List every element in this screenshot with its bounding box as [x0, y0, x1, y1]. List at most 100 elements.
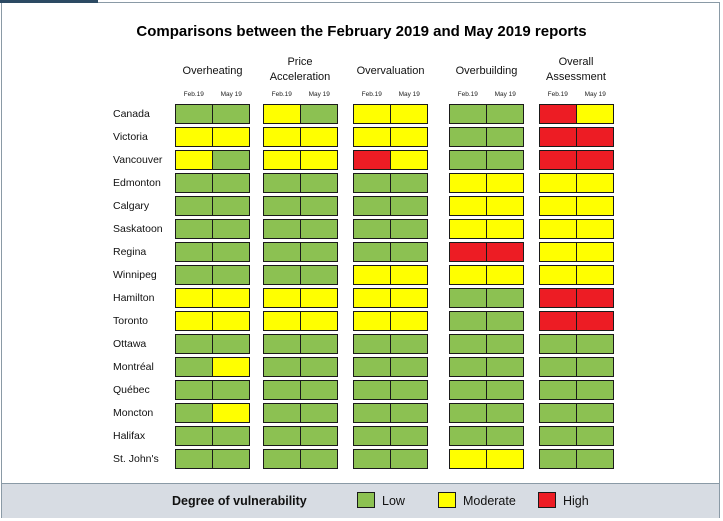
group-header-overvaluation: Overvaluation [356, 65, 425, 77]
rating-cell [263, 380, 301, 400]
row-label: St. John's [113, 453, 159, 465]
rating-cell [575, 357, 614, 377]
rating-cell [175, 104, 213, 124]
rating-cell [539, 104, 577, 124]
rating-cell [575, 311, 614, 331]
rating-cell [389, 173, 428, 193]
rating-cell [299, 334, 338, 354]
rating-cell [299, 449, 338, 469]
rating-cell [175, 357, 213, 377]
rating-cell [175, 265, 213, 285]
period-header-price_acceleration-0: Feb.19 [271, 91, 292, 98]
row-label: Toronto [113, 315, 149, 327]
period-header-overall_assessment-1: May 19 [584, 91, 606, 98]
row-label: Calgary [113, 200, 150, 212]
rating-cell [299, 403, 338, 423]
rating-cell [539, 380, 577, 400]
rating-cell [211, 219, 250, 239]
row-label: Moncton [113, 407, 154, 419]
rating-cell [299, 219, 338, 239]
period-header-overall_assessment-0: Feb.19 [547, 91, 568, 98]
rating-cell [389, 357, 428, 377]
rating-cell [575, 334, 614, 354]
rating-cell [299, 311, 338, 331]
rating-cell [353, 104, 391, 124]
rating-cell [263, 104, 301, 124]
rating-cell [539, 173, 577, 193]
rating-cell [449, 173, 487, 193]
rating-cell [539, 449, 577, 469]
rating-cell [353, 265, 391, 285]
rating-cell [175, 288, 213, 308]
rating-cell [353, 403, 391, 423]
rating-cell [485, 265, 524, 285]
rating-cell [299, 104, 338, 124]
rating-cell [485, 173, 524, 193]
row-label: Saskatoon [113, 223, 163, 235]
row-label: Victoria [113, 131, 148, 143]
rating-cell [263, 449, 301, 469]
legend-label-moderate: Moderate [463, 494, 516, 508]
rating-cell [263, 150, 301, 170]
rating-cell [485, 426, 524, 446]
rating-cell [299, 380, 338, 400]
rating-cell [449, 380, 487, 400]
row-label: Winnipeg [113, 269, 157, 281]
rating-cell [485, 380, 524, 400]
rating-cell [539, 311, 577, 331]
period-header-price_acceleration-1: May 19 [308, 91, 330, 98]
rating-cell [485, 219, 524, 239]
legend-swatch-moderate [438, 492, 456, 508]
rating-cell [175, 380, 213, 400]
rating-cell [575, 150, 614, 170]
rating-cell [299, 288, 338, 308]
rating-cell [211, 334, 250, 354]
rating-cell [389, 242, 428, 262]
rating-cell [175, 150, 213, 170]
legend-swatch-high [538, 492, 556, 508]
rating-cell [299, 173, 338, 193]
rating-cell [353, 242, 391, 262]
rating-cell [485, 242, 524, 262]
rating-cell [449, 426, 487, 446]
rating-cell [539, 265, 577, 285]
rating-cell [485, 196, 524, 216]
rating-cell [389, 380, 428, 400]
rating-cell [575, 403, 614, 423]
rating-cell [175, 334, 213, 354]
rating-cell [389, 311, 428, 331]
rating-cell [485, 449, 524, 469]
rating-cell [539, 334, 577, 354]
rating-cell [353, 357, 391, 377]
rating-cell [539, 219, 577, 239]
rating-cell [485, 311, 524, 331]
rating-cell [263, 288, 301, 308]
rating-cell [175, 449, 213, 469]
rating-cell [389, 219, 428, 239]
rating-cell [539, 242, 577, 262]
rating-cell [211, 426, 250, 446]
rating-cell [485, 127, 524, 147]
legend-title: Degree of vulnerability [172, 494, 307, 508]
rating-cell [353, 449, 391, 469]
period-header-overheating-1: May 19 [220, 91, 242, 98]
rating-cell [449, 311, 487, 331]
legend-swatch-low [357, 492, 375, 508]
rating-cell [449, 127, 487, 147]
period-header-overvaluation-0: Feb.19 [361, 91, 382, 98]
period-header-overbuilding-0: Feb.19 [457, 91, 478, 98]
rating-cell [389, 196, 428, 216]
rating-cell [539, 150, 577, 170]
chart-title: Comparisons between the February 2019 an… [136, 23, 587, 40]
rating-cell [263, 173, 301, 193]
rating-cell [575, 288, 614, 308]
rating-cell [575, 173, 614, 193]
rating-cell [485, 403, 524, 423]
row-label: Halifax [113, 430, 146, 442]
rating-cell [449, 288, 487, 308]
rating-cell [299, 150, 338, 170]
rating-cell [263, 403, 301, 423]
rating-cell [449, 219, 487, 239]
rating-cell [263, 311, 301, 331]
rating-cell [485, 334, 524, 354]
